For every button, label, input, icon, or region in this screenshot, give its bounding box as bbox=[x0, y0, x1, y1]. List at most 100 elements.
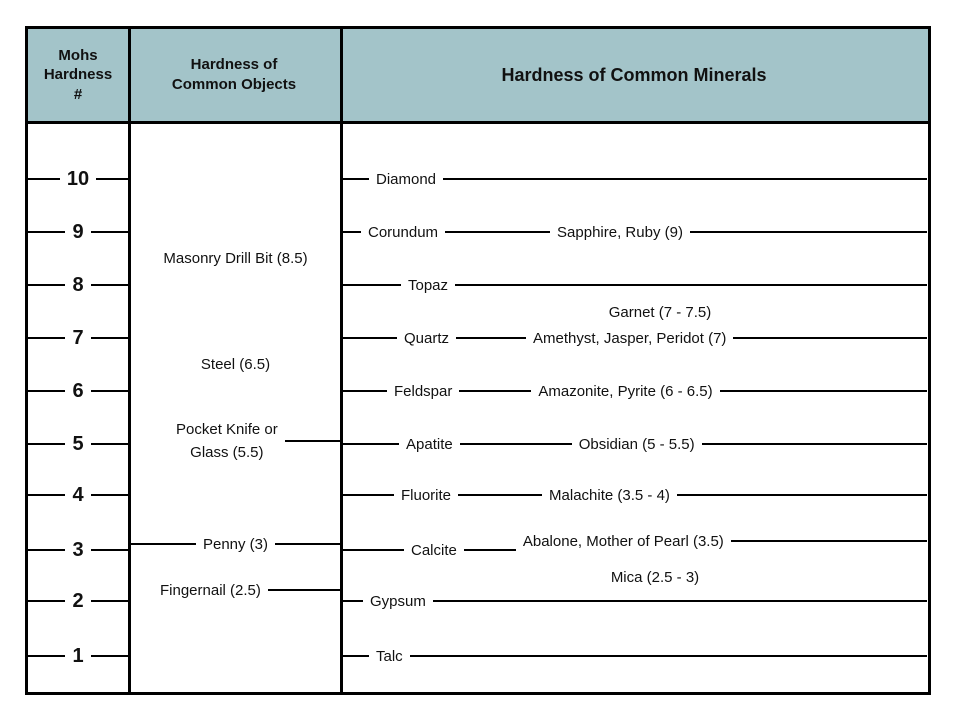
mineral-examples-label: Sapphire, Ruby (9) bbox=[557, 223, 683, 241]
tick-line bbox=[96, 178, 128, 180]
connector-line bbox=[343, 231, 361, 233]
mineral-examples-label: Malachite (3.5 - 4) bbox=[549, 486, 670, 504]
connector-line bbox=[463, 549, 516, 551]
mineral-row-topaz: Topaz bbox=[343, 273, 927, 297]
mineral-label: Feldspar bbox=[394, 382, 453, 400]
mineral-examples-label: Obsidian (5 - 5.5) bbox=[578, 435, 695, 453]
tick-line bbox=[28, 337, 66, 339]
mineral-label: Talc bbox=[376, 647, 403, 665]
scale-number: 7 bbox=[72, 326, 84, 349]
connector-line bbox=[689, 231, 927, 233]
scale-row-1: 1 bbox=[28, 644, 128, 668]
scale-row-7: 7 bbox=[28, 326, 128, 350]
mineral-row-fluorite: Fluorite Malachite (3.5 - 4) bbox=[343, 483, 927, 507]
mineral-label: Corundum bbox=[368, 223, 439, 241]
connector-line bbox=[456, 337, 527, 339]
connector-line bbox=[343, 443, 399, 445]
example-row-mica: Mica (2.5 - 3) bbox=[343, 565, 927, 589]
connector-line bbox=[343, 600, 363, 602]
tick-line bbox=[90, 337, 128, 339]
column-divider-1 bbox=[128, 29, 131, 692]
spacer bbox=[131, 590, 153, 591]
connector-line bbox=[730, 540, 927, 542]
spacer bbox=[131, 441, 169, 442]
connector-line bbox=[343, 284, 401, 286]
tick-line bbox=[90, 231, 128, 233]
tick-line bbox=[28, 390, 66, 392]
connector-line bbox=[409, 655, 927, 657]
mineral-row-gypsum: Gypsum bbox=[343, 589, 927, 613]
scale-number: 2 bbox=[72, 589, 84, 612]
tick-line bbox=[28, 443, 66, 445]
tick-line bbox=[28, 655, 66, 657]
tick-line bbox=[28, 600, 66, 602]
mineral-label: Quartz bbox=[404, 329, 450, 347]
tick-line bbox=[28, 231, 66, 233]
header-common-minerals: Hardness of Common Minerals bbox=[340, 29, 928, 121]
mineral-label: Topaz bbox=[408, 276, 449, 294]
connector-line bbox=[445, 231, 551, 233]
connector-line bbox=[733, 337, 927, 339]
mineral-row-quartz: Quartz Amethyst, Jasper, Peridot (7) bbox=[343, 326, 927, 350]
connector-line bbox=[459, 443, 572, 445]
scale-row-6: 6 bbox=[28, 379, 128, 403]
mineral-examples-label: Garnet (7 - 7.5) bbox=[608, 303, 712, 321]
scale-number: 8 bbox=[72, 273, 84, 296]
scale-number: 1 bbox=[72, 644, 84, 667]
mineral-row-diamond: Diamond bbox=[343, 167, 927, 191]
object-row-fingernail: Fingernail (2.5) bbox=[131, 578, 340, 602]
object-label: Fingernail (2.5) bbox=[160, 581, 261, 599]
object-row-penny: Penny (3) bbox=[131, 532, 341, 556]
example-row-garnet: Garnet (7 - 7.5) bbox=[343, 300, 927, 324]
mineral-row-feldspar: Feldspar Amazonite, Pyrite (6 - 6.5) bbox=[343, 379, 927, 403]
mineral-row-apatite: Apatite Obsidian (5 - 5.5) bbox=[343, 432, 927, 456]
object-row-pocket-knife: Pocket Knife or Glass (5.5) bbox=[131, 419, 340, 463]
connector-line bbox=[131, 543, 196, 545]
header-mohs-hardness-number: Mohs Hardness # bbox=[28, 29, 128, 121]
header-col3-label: Hardness of Common Minerals bbox=[501, 64, 767, 85]
connector-line bbox=[432, 600, 927, 602]
tick-line bbox=[90, 600, 128, 602]
connector-line bbox=[284, 440, 340, 442]
scale-row-2: 2 bbox=[28, 589, 128, 613]
tick-line bbox=[90, 284, 128, 286]
mineral-label: Apatite bbox=[406, 435, 453, 453]
table-header: Mohs Hardness # Hardness of Common Objec… bbox=[28, 29, 928, 124]
tick-line bbox=[90, 443, 128, 445]
scale-number: 3 bbox=[72, 538, 84, 561]
mineral-label: Diamond bbox=[376, 170, 437, 188]
scale-row-3: 3 bbox=[28, 538, 128, 562]
connector-line bbox=[459, 390, 532, 392]
header-col2-label: Hardness of Common Objects bbox=[171, 55, 297, 93]
scale-number: 10 bbox=[66, 167, 90, 190]
object-row-masonry-drill-bit: Masonry Drill Bit (8.5) bbox=[131, 246, 340, 270]
mineral-examples-label: Mica (2.5 - 3) bbox=[610, 568, 700, 586]
mineral-examples-label: Amethyst, Jasper, Peridot (7) bbox=[533, 329, 727, 347]
tick-line bbox=[90, 390, 128, 392]
connector-line bbox=[455, 284, 927, 286]
connector-line bbox=[343, 178, 369, 180]
mineral-examples-label: Amazonite, Pyrite (6 - 6.5) bbox=[538, 382, 713, 400]
connector-line bbox=[343, 655, 369, 657]
connector-line bbox=[443, 178, 927, 180]
connector-line bbox=[343, 390, 387, 392]
scale-row-9: 9 bbox=[28, 220, 128, 244]
scale-row-8: 8 bbox=[28, 273, 128, 297]
tick-line bbox=[28, 549, 66, 551]
connector-line bbox=[701, 443, 927, 445]
scale-number: 5 bbox=[72, 432, 84, 455]
object-label: Pocket Knife or Glass (5.5) bbox=[176, 420, 278, 461]
scale-number: 9 bbox=[72, 220, 84, 243]
mineral-label: Calcite bbox=[411, 541, 457, 559]
scale-row-10: 10 bbox=[28, 167, 128, 191]
object-label: Masonry Drill Bit (8.5) bbox=[163, 249, 308, 267]
mineral-examples-label: Abalone, Mother of Pearl (3.5) bbox=[522, 532, 724, 550]
connector-line bbox=[458, 494, 543, 496]
scale-number: 6 bbox=[72, 379, 84, 402]
mineral-label: Gypsum bbox=[370, 592, 426, 610]
connector-line bbox=[343, 494, 394, 496]
mineral-row-talc: Talc bbox=[343, 644, 927, 668]
tick-line bbox=[28, 494, 66, 496]
object-label: Steel (6.5) bbox=[200, 355, 271, 373]
